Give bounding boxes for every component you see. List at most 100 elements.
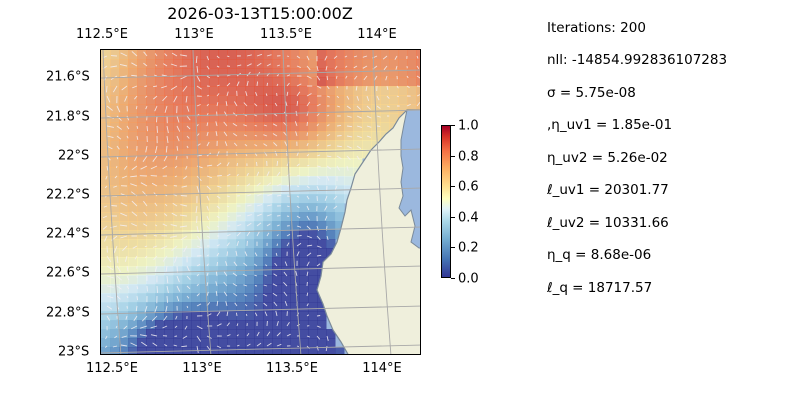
field-cell <box>164 104 174 114</box>
colorbar-label-0.2: 0.2 <box>458 240 479 256</box>
vector-arrow <box>283 281 288 287</box>
field-cell <box>371 68 381 78</box>
vector-arrow <box>273 273 278 277</box>
vector-arrow <box>294 121 298 127</box>
field-cell <box>173 59 183 69</box>
vector-arrow <box>326 114 330 117</box>
field-cell <box>227 230 237 240</box>
vector-arrow <box>176 125 181 132</box>
vector-arrow <box>163 315 168 321</box>
vector-arrow <box>334 65 338 70</box>
field-cell <box>173 158 183 168</box>
field-cell <box>218 221 228 231</box>
field-cell <box>137 221 147 231</box>
field-cell <box>146 338 156 348</box>
vector-arrow <box>243 273 248 277</box>
vector-arrow <box>116 115 122 121</box>
field-cell <box>227 113 237 123</box>
vector-arrow <box>286 74 291 77</box>
vector-arrow <box>232 123 238 127</box>
vector-arrow <box>286 91 289 97</box>
vector-arrow <box>306 195 310 200</box>
field-cell <box>317 77 327 87</box>
field-cell <box>146 320 156 330</box>
vector-arrow <box>296 215 301 219</box>
field-cell <box>389 104 399 114</box>
field-cell <box>236 122 246 132</box>
field-cell <box>281 50 291 60</box>
field-cell <box>218 185 228 195</box>
field-cell <box>128 167 138 177</box>
vector-arrow <box>306 244 313 247</box>
vector-arrow <box>122 245 128 252</box>
field-cell <box>182 122 192 132</box>
field-cell <box>101 167 111 177</box>
field-cell <box>335 59 345 69</box>
field-cell <box>272 185 282 195</box>
field-cell <box>290 257 300 267</box>
field-cell <box>389 50 399 60</box>
field-cell <box>173 302 183 312</box>
field-cell <box>128 248 138 258</box>
vector-arrow <box>150 165 158 170</box>
vector-arrow <box>226 233 231 237</box>
vector-arrow <box>216 93 220 97</box>
field-cell <box>119 158 129 168</box>
field-cell <box>182 68 192 78</box>
vector-arrow <box>165 265 168 273</box>
field-cell <box>182 266 192 276</box>
vector-arrow <box>326 134 331 137</box>
vector-arrow <box>316 315 321 317</box>
field-cell <box>164 239 174 249</box>
vector-arrow <box>254 144 258 147</box>
vector-arrow <box>183 175 188 180</box>
vector-arrow <box>266 182 272 187</box>
vector-arrow <box>286 184 291 187</box>
vector-arrow <box>171 245 178 252</box>
field-cell <box>146 311 156 321</box>
vector-arrow <box>336 85 338 89</box>
field-cell <box>308 347 318 354</box>
field-cell <box>191 248 201 258</box>
vector-arrow <box>256 62 262 67</box>
field-cell <box>236 176 246 186</box>
vector-arrow <box>316 113 320 117</box>
field-cell <box>380 77 390 87</box>
field-cell <box>227 176 237 186</box>
vector-arrow <box>106 285 114 288</box>
stat-ell-uv2: ℓ_uv2 = 10331.66 <box>547 215 669 231</box>
lat-label-22.0: 22°S <box>58 148 90 164</box>
field-cell <box>164 95 174 105</box>
field-cell <box>227 122 237 132</box>
field-cell <box>137 176 147 186</box>
field-cell <box>272 302 282 312</box>
field-cell <box>182 185 192 195</box>
field-cell <box>335 86 345 96</box>
vector-arrow <box>155 64 158 67</box>
vector-arrow <box>196 325 203 330</box>
field-cell <box>128 131 138 141</box>
field-cell <box>218 158 228 168</box>
vector-arrow <box>130 325 138 330</box>
vector-arrow <box>135 105 138 110</box>
field-cell <box>299 239 309 249</box>
vector-arrow <box>134 255 138 260</box>
vector-arrow <box>216 84 220 87</box>
field-cell <box>101 149 111 159</box>
vector-arrow <box>186 125 191 130</box>
field-cell <box>236 59 246 69</box>
field-cell <box>119 338 129 348</box>
vector-arrow <box>316 185 320 191</box>
field-cell <box>326 86 336 96</box>
field-cell <box>191 338 201 348</box>
vector-arrow <box>223 131 228 137</box>
vector-arrow <box>106 85 108 93</box>
field-cell <box>281 149 291 159</box>
field-cell <box>164 194 174 204</box>
vector-arrow <box>236 163 238 167</box>
vector-arrow <box>131 74 138 77</box>
field-cell <box>218 59 228 69</box>
field-cell <box>263 185 273 195</box>
field-cell <box>101 95 111 105</box>
field-cell <box>182 131 192 141</box>
